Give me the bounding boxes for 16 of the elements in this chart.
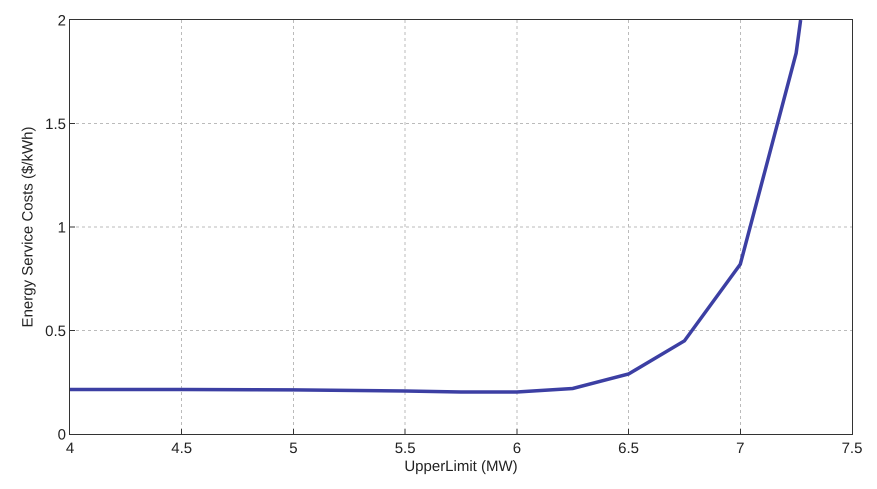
x-tick-label: 4.5: [171, 440, 192, 457]
y-tick-label: 0: [58, 426, 66, 444]
x-tick-label: 7.5: [842, 440, 862, 457]
y-tick-label: 1: [58, 219, 66, 236]
y-tick-label: 1.5: [45, 116, 66, 133]
x-tick-label: 4: [66, 440, 74, 457]
y-axis-title: Energy Service Costs ($/kWh): [19, 126, 36, 328]
x-axis-title: UpperLimit (MW): [404, 458, 518, 475]
x-tick-label: 6.5: [618, 440, 639, 457]
x-tick-label: 5: [289, 440, 298, 457]
x-tick-label: 5.5: [394, 440, 416, 457]
x-tick-label: 7: [736, 440, 744, 457]
y-tick-label: 2: [58, 12, 66, 30]
x-tick-label: 6: [512, 440, 522, 457]
line-series: [70, 20, 802, 394]
y-tick-label: 0.5: [45, 322, 66, 340]
